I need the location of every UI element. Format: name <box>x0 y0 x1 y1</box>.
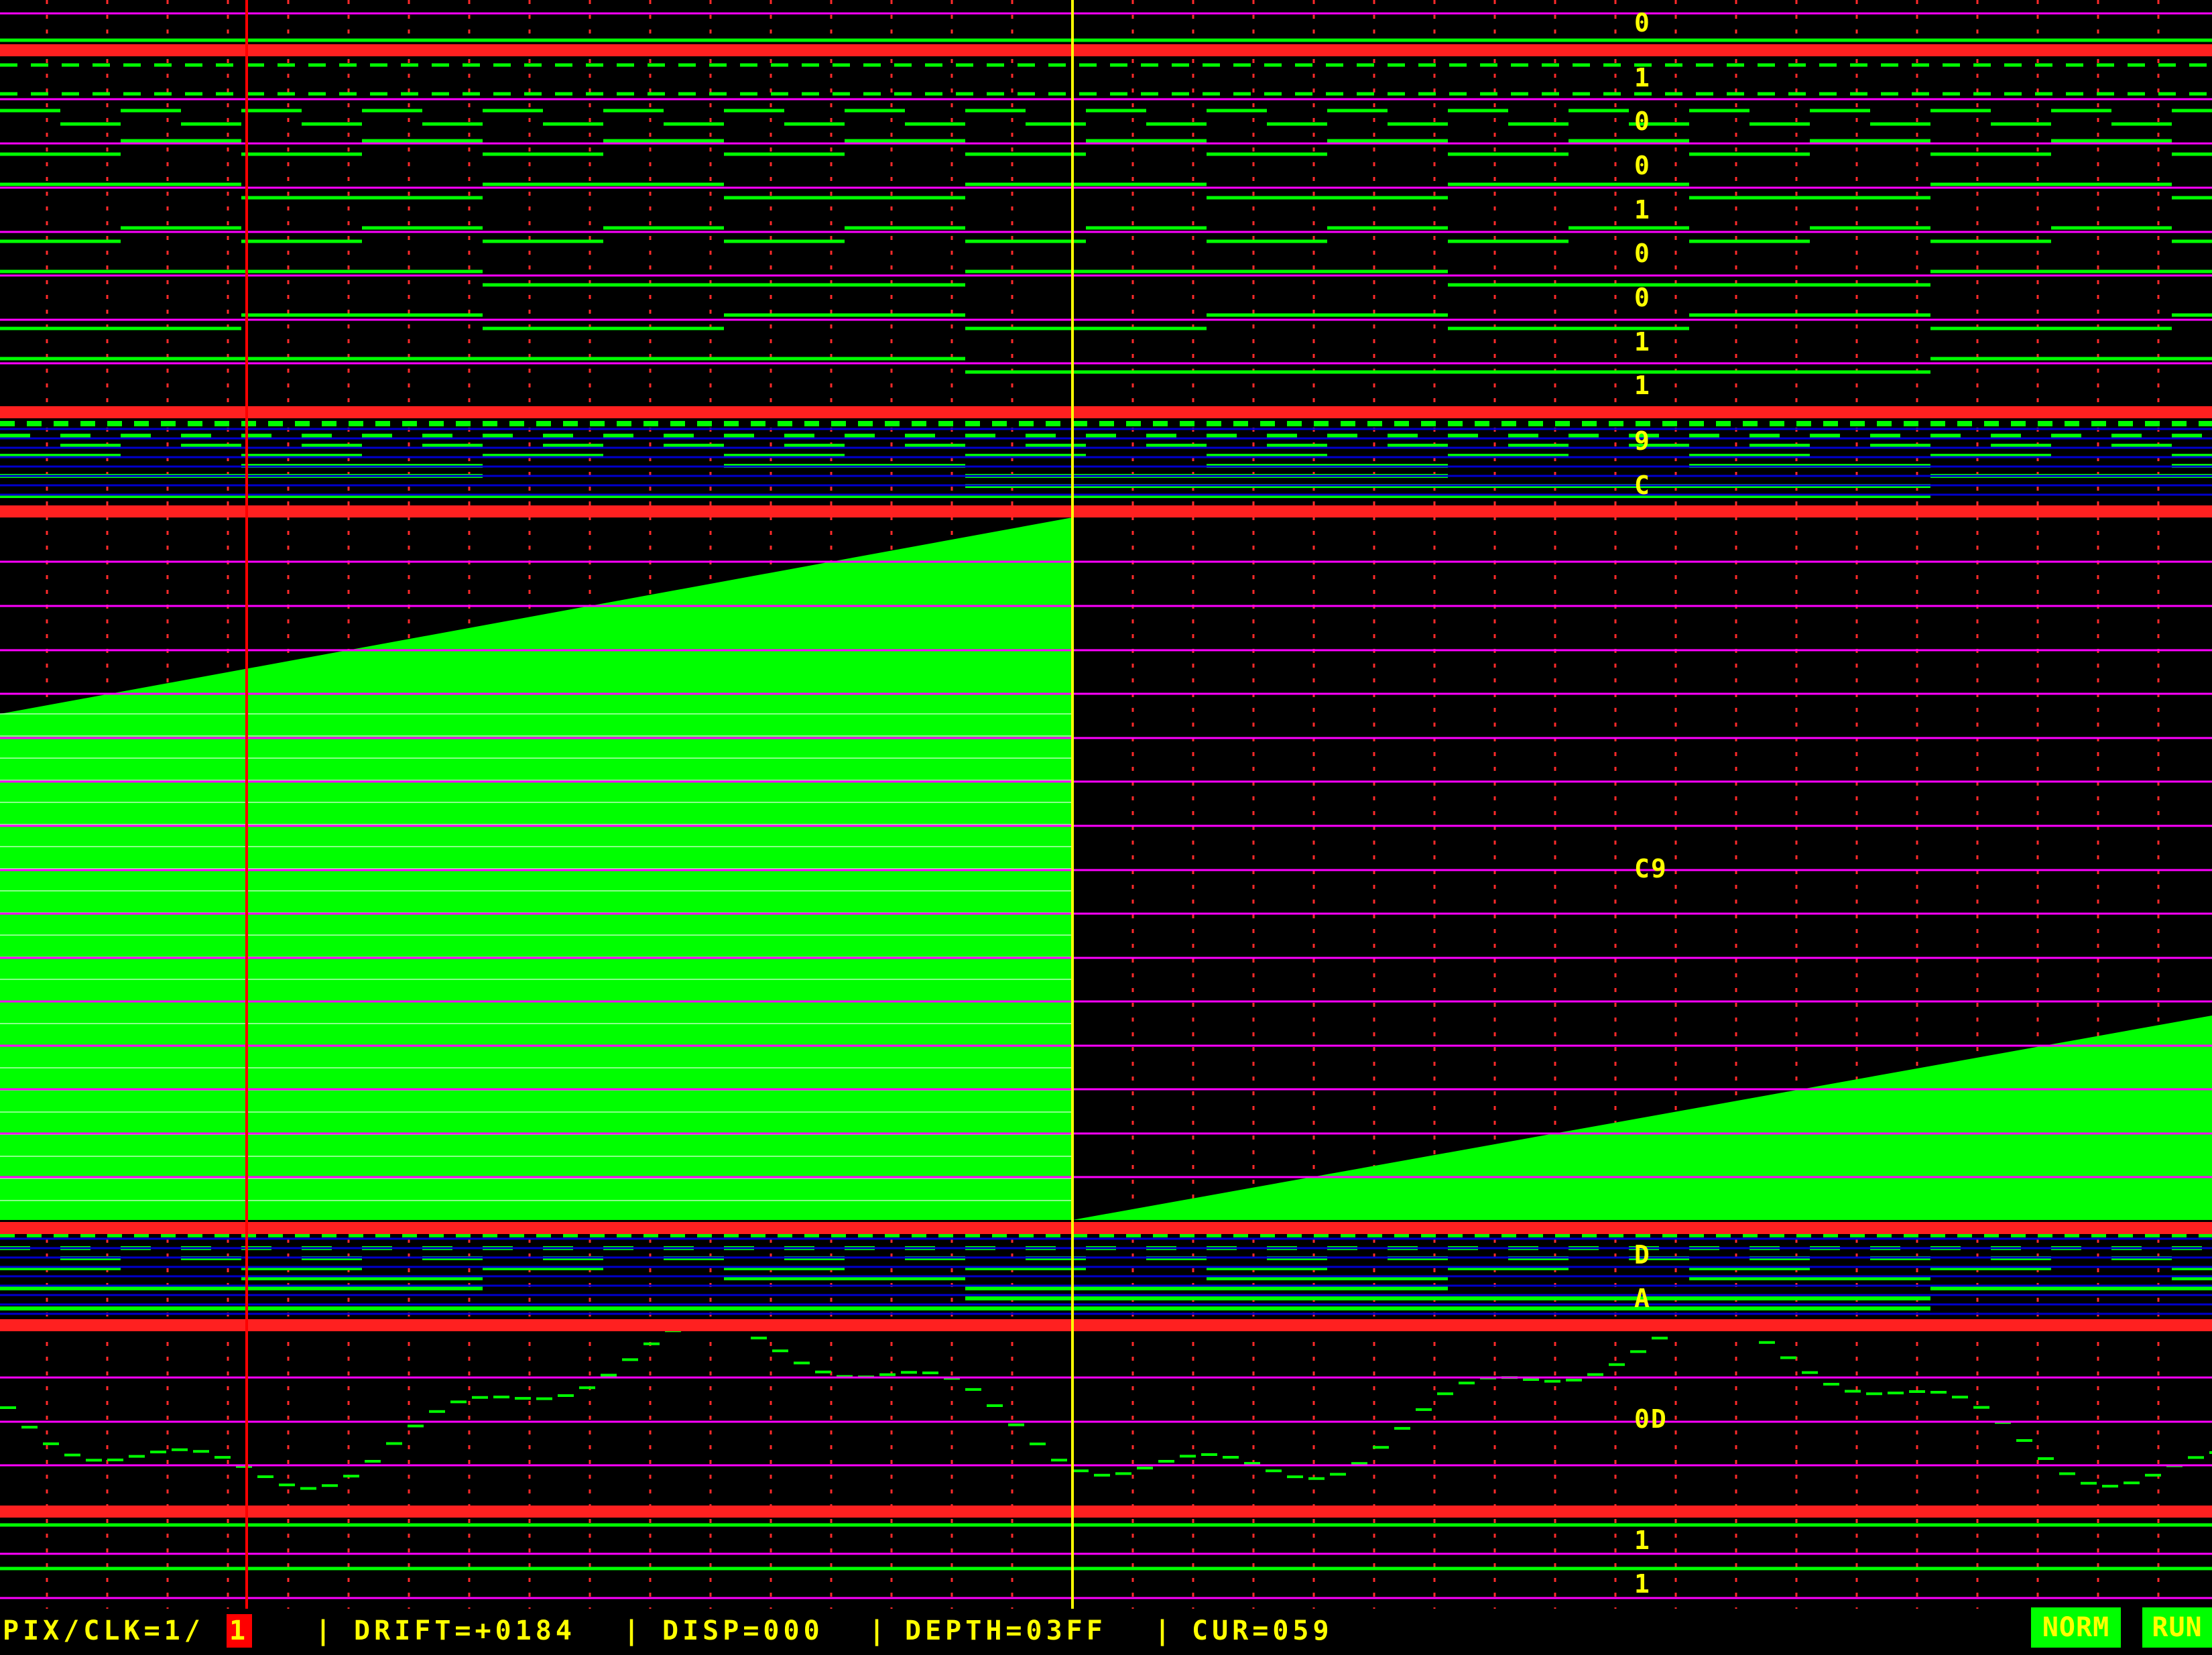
nibble-value-label: D <box>1634 1240 1651 1270</box>
pix-clk-label: PIX/CLK=1/ <box>3 1615 204 1646</box>
analog-value-label: C9 <box>1634 854 1668 883</box>
bit-value-label: 1 <box>1634 63 1651 93</box>
separator: | <box>623 1615 644 1646</box>
channel-separator <box>0 406 2212 418</box>
bit-value-label: 0 <box>1634 107 1651 136</box>
bit-value-label: 0 <box>1634 8 1651 38</box>
separator: | <box>315 1615 336 1646</box>
run-button[interactable]: RUN <box>2142 1607 2212 1648</box>
bit-value-label: 0 <box>1634 283 1651 312</box>
bit-value-label: 1 <box>1634 195 1651 225</box>
logic-analyzer-display[interactable]: 0 1 0 0 1 0 0 1 1 9 C C9 D A 0D 1 1 <box>0 0 2212 1609</box>
bit-value-label: 1 <box>1634 327 1651 357</box>
separator: | <box>1154 1615 1175 1646</box>
bit-value-label: 1 <box>1634 1569 1651 1599</box>
analog-ramp-right <box>1072 1016 2212 1220</box>
waveform-area <box>0 0 2212 1609</box>
nibble-value-label: C <box>1634 471 1651 500</box>
bit-value-label: 1 <box>1634 1526 1651 1555</box>
pix-clk-value[interactable]: 1 <box>227 1614 253 1648</box>
bit-value-label: 0 <box>1634 239 1651 268</box>
channel-separator <box>0 1222 2212 1234</box>
channel-separator <box>0 1506 2212 1518</box>
channel-separator <box>0 1319 2212 1331</box>
channel-separator <box>0 44 2212 56</box>
nibble-value-label: 9 <box>1634 426 1651 456</box>
channel-separator <box>0 505 2212 517</box>
bit-value-label: 1 <box>1634 371 1651 400</box>
disp-readout: DISP=000 <box>662 1615 824 1646</box>
wave-value-label: 0D <box>1634 1404 1668 1434</box>
nibble-value-label: A <box>1634 1284 1651 1313</box>
cursor-readout: CUR=059 <box>1192 1615 1333 1646</box>
separator: | <box>869 1615 889 1646</box>
bit-value-label: 0 <box>1634 151 1651 180</box>
depth-readout: DEPTH=03FF <box>905 1615 1107 1646</box>
status-bar: PIX/CLK=1/ 1 | DRIFT=+0184 | DISP=000 | … <box>0 1609 2212 1655</box>
drift-readout: DRIFT=+0184 <box>354 1615 576 1646</box>
norm-button[interactable]: NORM <box>2031 1607 2121 1648</box>
